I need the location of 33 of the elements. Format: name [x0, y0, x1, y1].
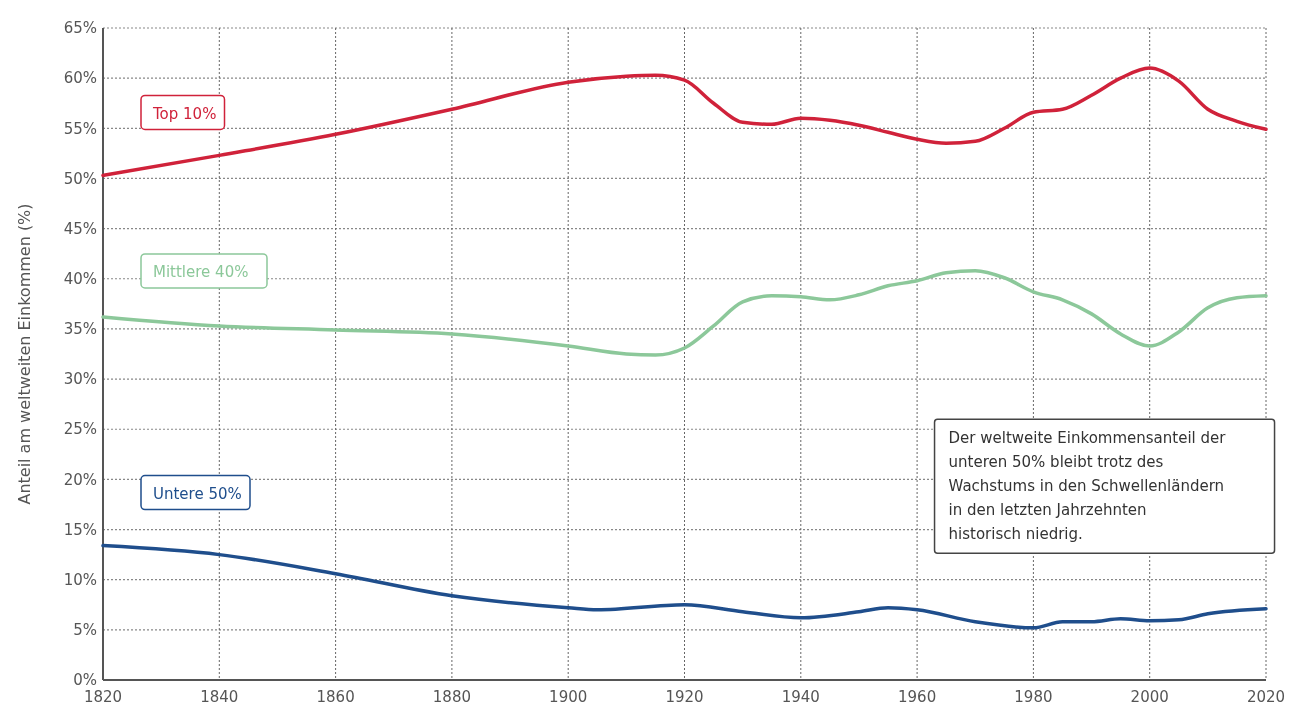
- y-tick-label: 20%: [63, 470, 97, 489]
- y-tick-label: 10%: [63, 570, 97, 589]
- y-axis-title: Anteil am weltweiten Einkommen (%): [15, 203, 34, 505]
- name-tag: Mittlere 40%: [140, 253, 268, 289]
- x-tick-label: 1940: [781, 688, 820, 706]
- y-tick-label: 60%: [63, 69, 97, 88]
- y-tick-label: 55%: [63, 119, 97, 138]
- x-tick-label: 1960: [898, 688, 937, 706]
- note-box: Der weltweite Einkommensanteil der unteren 50% bleibt trotz des Wachstums in den Schwellenländern in den letzten Jahrzehnten historisch niedrig.: [933, 418, 1276, 554]
- y-tick-label: 50%: [63, 169, 97, 188]
- y-tick-label: 25%: [63, 420, 97, 439]
- y-tick-label: 30%: [63, 370, 97, 389]
- y-tick-label: 35%: [63, 320, 97, 339]
- x-tick-label: 2020: [1246, 688, 1286, 706]
- annotation: Der weltweite Einkommensanteil der unteren 50% bleibt trotz des Wachstums in den Schwellenländern in den letzten Jahrzehnten historisch niedrig.: [948, 429, 1227, 544]
- line-series: [101, 543, 1268, 630]
- x-tick-label: 2000: [1130, 688, 1169, 706]
- x-tick-label: 1900: [549, 688, 588, 706]
- y-tick-label: 15%: [63, 520, 97, 539]
- y-tick-label: 0%: [73, 671, 97, 690]
- y-tick-label: 5%: [73, 621, 97, 640]
- name-tag: Top 10%: [140, 94, 226, 131]
- x-tick-label: 1840: [200, 688, 239, 706]
- x-tick-label: 1920: [665, 688, 704, 706]
- x-tick-label: 1820: [83, 688, 123, 706]
- y-tick-label: 65%: [63, 19, 97, 38]
- y-tick-label: 40%: [63, 270, 97, 289]
- x-tick-label: 1980: [1014, 688, 1053, 706]
- line-series: [101, 66, 1268, 178]
- y-tick-label: 45%: [63, 219, 97, 238]
- name-tag: Untere 50%: [140, 474, 251, 511]
- x-tick-label: 1860: [316, 688, 355, 706]
- x-tick-label: 1880: [432, 688, 471, 706]
